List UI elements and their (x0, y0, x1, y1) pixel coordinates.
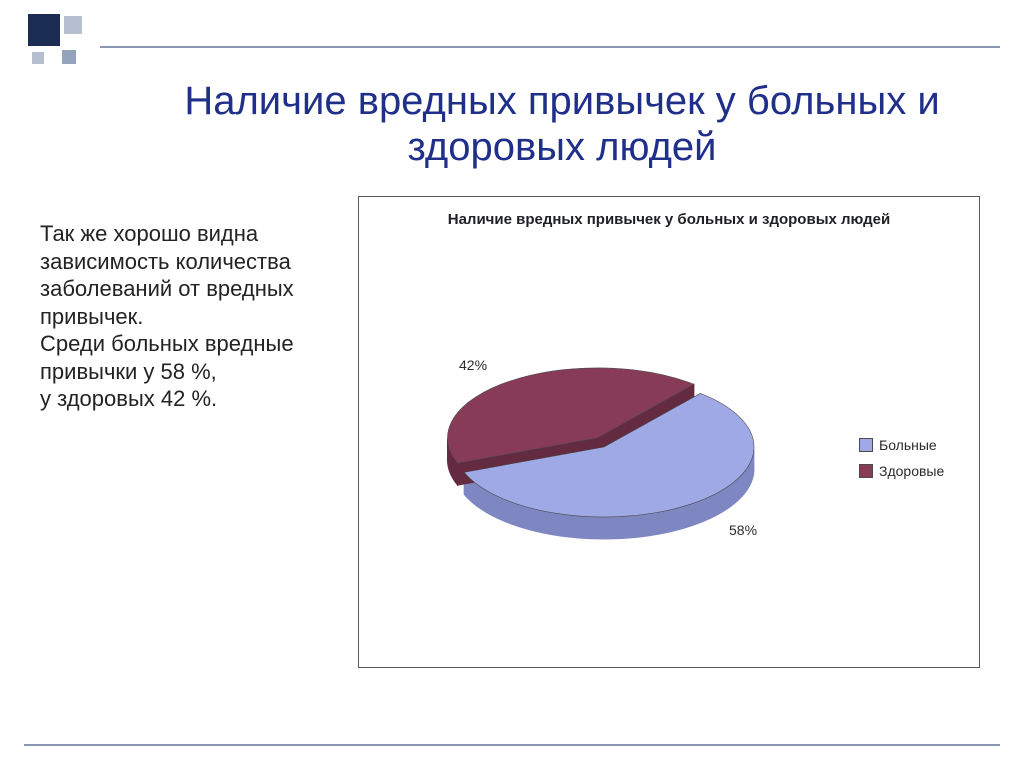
slide: Наличие вредных привычек у больных и здо… (0, 0, 1024, 768)
slice-label-42: 42% (459, 357, 487, 373)
bottom-divider (24, 744, 1000, 746)
chart-legend: Больные Здоровые (859, 437, 944, 489)
slide-title: Наличие вредных привычек у больных и здо… (180, 78, 944, 170)
corner-decoration (28, 14, 92, 78)
deco-square-icon (32, 52, 44, 64)
slice-label-58: 58% (729, 522, 757, 538)
legend-swatch-icon (859, 464, 873, 478)
legend-item: Здоровые (859, 463, 944, 479)
legend-item: Больные (859, 437, 944, 453)
legend-label: Больные (879, 437, 937, 453)
deco-square-icon (64, 16, 82, 34)
slide-body-text: Так же хорошо видна зависимость количест… (40, 220, 340, 413)
chart-title: Наличие вредных привычек у больных и здо… (359, 211, 979, 228)
legend-swatch-icon (859, 438, 873, 452)
chart-container: Наличие вредных привычек у больных и здо… (358, 196, 980, 668)
pie-chart (439, 347, 769, 567)
deco-square-icon (28, 14, 60, 46)
legend-label: Здоровые (879, 463, 944, 479)
top-divider (100, 46, 1000, 48)
deco-square-icon (62, 50, 76, 64)
